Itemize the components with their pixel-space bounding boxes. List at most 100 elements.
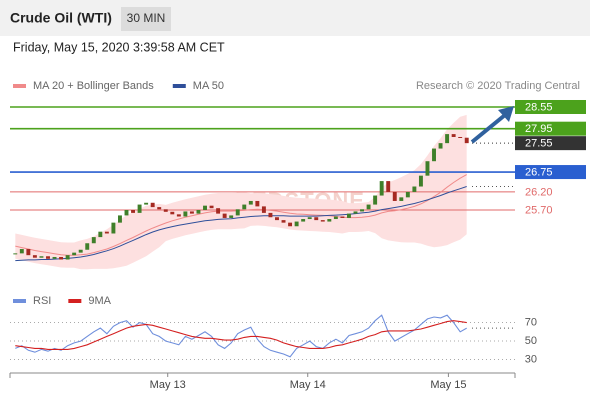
- candle: [19, 249, 24, 254]
- candle: [425, 161, 430, 176]
- legend-swatch: [172, 84, 186, 88]
- legend-swatch: [13, 84, 26, 88]
- candle: [26, 249, 31, 256]
- candle: [163, 209, 168, 212]
- level-label: 28.55: [525, 101, 553, 113]
- candle: [353, 211, 358, 214]
- candle: [242, 204, 247, 210]
- candle: [301, 219, 306, 222]
- arrow-head: [498, 106, 514, 122]
- timeframe-box: [121, 7, 171, 31]
- header-bar: [0, 0, 590, 36]
- candle: [294, 221, 299, 227]
- legend-label: RSI: [33, 295, 51, 307]
- candle: [91, 237, 96, 244]
- candle: [288, 222, 293, 227]
- candle: [183, 211, 188, 217]
- candle: [464, 137, 469, 144]
- candle: [445, 134, 450, 144]
- x-tick-label: May 13: [150, 379, 186, 391]
- candle: [98, 231, 103, 238]
- candle: [78, 249, 83, 253]
- level-label: 26.20: [525, 186, 553, 198]
- title: Crude Oil (WTI): [10, 10, 112, 26]
- ma-line: [15, 174, 467, 256]
- candle: [13, 253, 18, 255]
- candle: [418, 175, 423, 187]
- candle: [340, 216, 345, 218]
- candle: [46, 256, 50, 259]
- candle: [346, 213, 351, 218]
- candle: [405, 191, 410, 198]
- candle: [65, 255, 70, 260]
- candle: [392, 191, 397, 201]
- candle: [360, 209, 365, 212]
- candle: [333, 216, 338, 220]
- candle: [281, 220, 286, 223]
- level-label-box: [515, 165, 586, 180]
- legend-swatch: [13, 299, 26, 303]
- candle: [255, 200, 260, 207]
- candle: [373, 195, 378, 205]
- rsi-line: [15, 320, 467, 350]
- candle: [412, 186, 417, 192]
- candle: [52, 256, 57, 259]
- price-panel: REDSTONEResearch © 2020 Trading CentralM…: [10, 80, 586, 270]
- y-tick-label: 50: [525, 335, 537, 347]
- bollinger-band: [15, 114, 467, 270]
- candle: [124, 209, 129, 216]
- level-label: 26.75: [525, 166, 553, 178]
- candle: [261, 206, 266, 213]
- candle: [222, 213, 227, 218]
- candle: [314, 217, 319, 221]
- candle: [72, 252, 77, 256]
- level-label: 27.95: [525, 123, 553, 135]
- candle: [451, 134, 456, 137]
- candle: [379, 181, 384, 196]
- candle: [189, 211, 194, 214]
- level-label-box: [515, 99, 586, 114]
- candle: [39, 256, 44, 258]
- candle: [203, 205, 207, 210]
- candle: [117, 215, 122, 223]
- candle: [131, 209, 136, 213]
- candle: [327, 219, 332, 222]
- candle: [399, 197, 404, 201]
- rsi-panel: RSI 9MA 30 50 70 May 13 May 14 May 15: [9, 295, 537, 391]
- candle: [235, 209, 240, 216]
- x-tick-label: May 15: [430, 379, 466, 391]
- level-label: 27.55: [525, 138, 553, 150]
- candle: [366, 204, 371, 210]
- level-label-box: [515, 136, 586, 151]
- legend-label: MA 20 + Bollinger Bands: [33, 80, 154, 92]
- candle: [432, 148, 436, 162]
- candle: [248, 200, 253, 205]
- candle: [196, 209, 201, 214]
- candle: [111, 222, 116, 234]
- candle: [144, 202, 149, 205]
- projection-arrow: [470, 106, 514, 144]
- candle: [176, 214, 181, 217]
- candle: [216, 208, 221, 214]
- candle: [157, 207, 162, 210]
- candle: [307, 217, 312, 220]
- rsi-line: [15, 314, 467, 358]
- ma-line: [15, 186, 467, 262]
- candle: [229, 215, 234, 218]
- legend-swatch: [68, 299, 82, 303]
- level-label: 25.70: [525, 204, 553, 216]
- candle: [85, 243, 90, 250]
- timeframe: 30 MIN: [127, 11, 166, 25]
- candle: [137, 204, 142, 213]
- candle: [438, 143, 443, 149]
- legend-label: MA 50: [193, 80, 224, 92]
- level-label-box: [515, 121, 586, 136]
- x-tick-label: May 14: [290, 379, 326, 391]
- y-tick-label: 70: [525, 316, 537, 328]
- candle: [458, 136, 463, 138]
- candle: [320, 220, 325, 222]
- legend-label: 9MA: [88, 295, 111, 307]
- candle: [275, 217, 279, 221]
